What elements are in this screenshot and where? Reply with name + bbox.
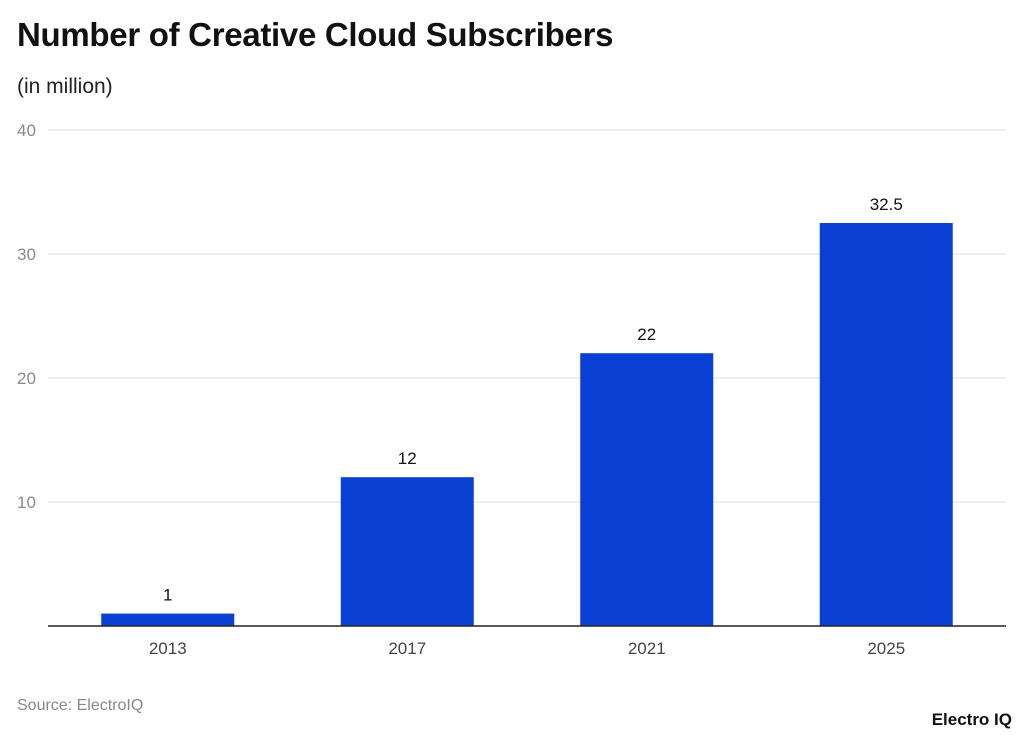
data-label: 12 [398, 449, 417, 468]
x-tick-label: 2025 [867, 639, 905, 658]
x-tick-label: 2013 [149, 639, 187, 658]
bar [340, 477, 474, 626]
electroiq-logo: Electro IQ [931, 710, 1012, 729]
bar [101, 613, 235, 626]
data-label: 22 [637, 325, 656, 344]
chart-subtitle: (in million) [17, 75, 113, 98]
x-tick-label: 2021 [628, 639, 666, 658]
y-tick-label: 10 [17, 493, 36, 512]
bar [580, 353, 714, 626]
source-note: Source: ElectroIQ [17, 697, 144, 714]
y-tick-label: 20 [17, 369, 36, 388]
x-tick-label: 2017 [388, 639, 426, 658]
y-tick-label: 40 [17, 121, 36, 140]
bar [819, 223, 953, 626]
data-label: 32.5 [870, 195, 903, 214]
chart-title: Number of Creative Cloud Subscribers [17, 16, 614, 53]
data-label: 1 [163, 586, 172, 605]
y-tick-label: 30 [17, 245, 36, 264]
